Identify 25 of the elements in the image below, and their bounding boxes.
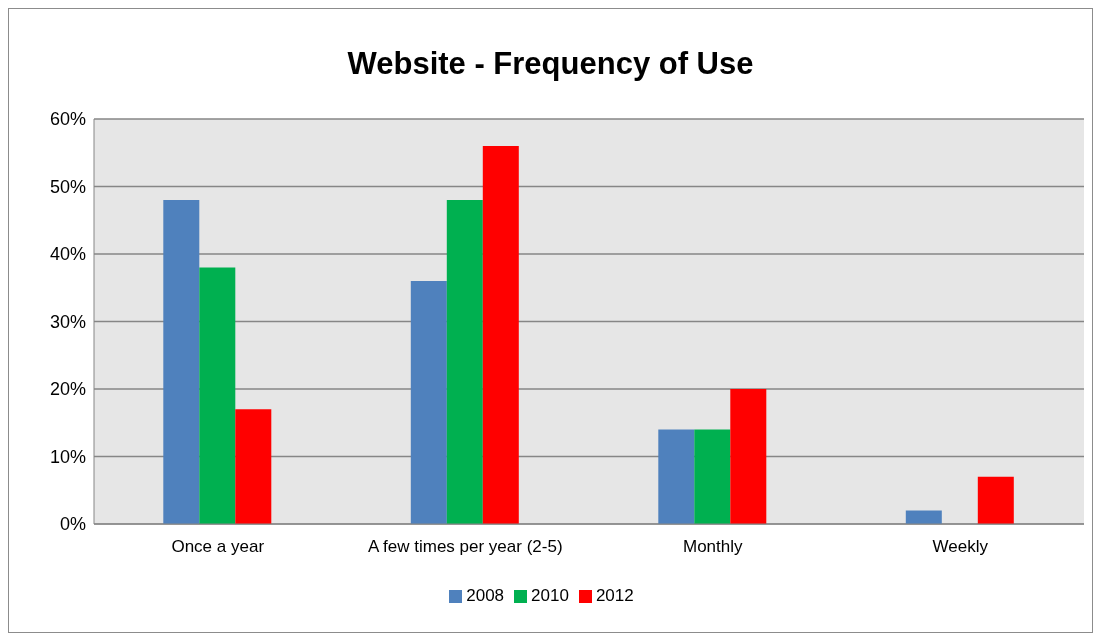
bar <box>977 476 1014 524</box>
bar <box>694 429 731 524</box>
bar <box>235 409 272 524</box>
y-tick-label: 30% <box>49 311 86 332</box>
x-tick-label: Once a year <box>171 537 265 557</box>
x-tick-label: Monthly <box>682 537 744 557</box>
legend-label: 2012 <box>595 586 634 605</box>
chart-title: Website - Frequency of Use <box>346 45 755 83</box>
y-tick-label: 50% <box>49 176 86 197</box>
y-tick-label: 40% <box>49 244 86 265</box>
bar <box>658 429 695 524</box>
legend-label: 2010 <box>531 586 569 605</box>
y-tick-label: 0% <box>59 514 86 535</box>
bar <box>730 389 767 524</box>
x-tick-label: A few times per year (2-5) <box>367 537 563 557</box>
bar <box>199 267 236 524</box>
bar <box>163 200 200 524</box>
x-tick-label: Weekly <box>932 537 989 557</box>
bar <box>410 281 447 524</box>
y-tick-label: 10% <box>49 446 86 467</box>
y-tick-label: 60% <box>49 109 86 130</box>
bar <box>482 146 519 524</box>
legend-label: 2008 <box>466 586 505 605</box>
y-tick-label: 20% <box>49 379 86 400</box>
bar <box>446 200 483 524</box>
